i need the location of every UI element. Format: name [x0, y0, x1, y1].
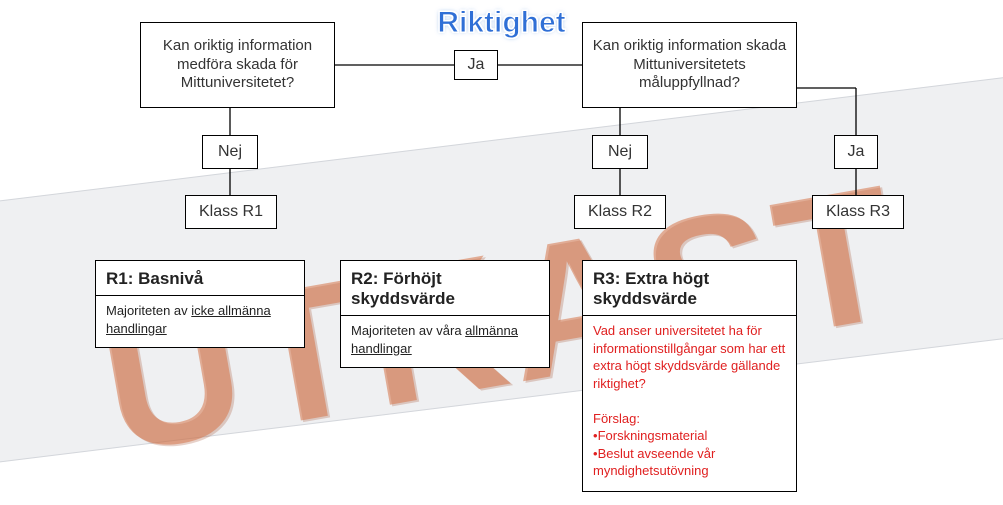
answer-ja-2-node: Ja	[834, 135, 878, 169]
question-1-text: Kan oriktig information medföra skada fö…	[149, 37, 326, 93]
answer-ja-2-text: Ja	[848, 142, 865, 162]
card-r3-bullet-0: •Forskningsmaterial	[593, 427, 786, 445]
class-r3-node: Klass R3	[812, 195, 904, 229]
answer-nej-1-text: Nej	[218, 142, 242, 162]
class-r1-node: Klass R1	[185, 195, 277, 229]
card-r1-body-plain: Majoriteten av	[106, 303, 191, 318]
card-r1: R1: Basnivå Majoriteten av icke allmänna…	[95, 260, 305, 348]
question-1-node: Kan oriktig information medföra skada fö…	[140, 22, 335, 108]
answer-ja-mid-node: Ja	[454, 50, 498, 80]
question-2-text: Kan oriktig information skada Mittuniver…	[591, 37, 788, 93]
card-r3-bullet-1: •Beslut avseende vår myndighetsutövning	[593, 445, 786, 480]
card-r2-body-plain: Majoriteten av våra	[351, 323, 465, 338]
answer-nej-1-node: Nej	[202, 135, 258, 169]
class-r2-node: Klass R2	[574, 195, 666, 229]
answer-nej-2-text: Nej	[608, 142, 632, 162]
card-r3-body: Vad anser universitetet ha för informati…	[583, 316, 796, 490]
class-r2-text: Klass R2	[588, 202, 652, 222]
card-r1-body: Majoriteten av icke allmänna handlingar	[96, 296, 304, 347]
diagram-title: Riktighet	[437, 6, 565, 40]
card-r1-title: R1: Basnivå	[96, 261, 304, 295]
card-r3: R3: Extra högt skyddsvärde Vad anser uni…	[582, 260, 797, 492]
card-r3-title: R3: Extra högt skyddsvärde	[583, 261, 796, 315]
question-2-node: Kan oriktig information skada Mittuniver…	[582, 22, 797, 108]
card-r2: R2: Förhöjt skyddsvärde Majoriteten av v…	[340, 260, 550, 368]
answer-nej-2-node: Nej	[592, 135, 648, 169]
card-r2-body: Majoriteten av våra allmänna handlingar	[341, 316, 549, 367]
card-r3-paragraph: Vad anser universitetet ha för informati…	[593, 322, 786, 392]
class-r1-text: Klass R1	[199, 202, 263, 222]
answer-ja-mid-text: Ja	[468, 55, 485, 75]
card-r2-title: R2: Förhöjt skyddsvärde	[341, 261, 549, 315]
class-r3-text: Klass R3	[826, 202, 890, 222]
card-r3-subhead: Förslag:	[593, 410, 786, 428]
